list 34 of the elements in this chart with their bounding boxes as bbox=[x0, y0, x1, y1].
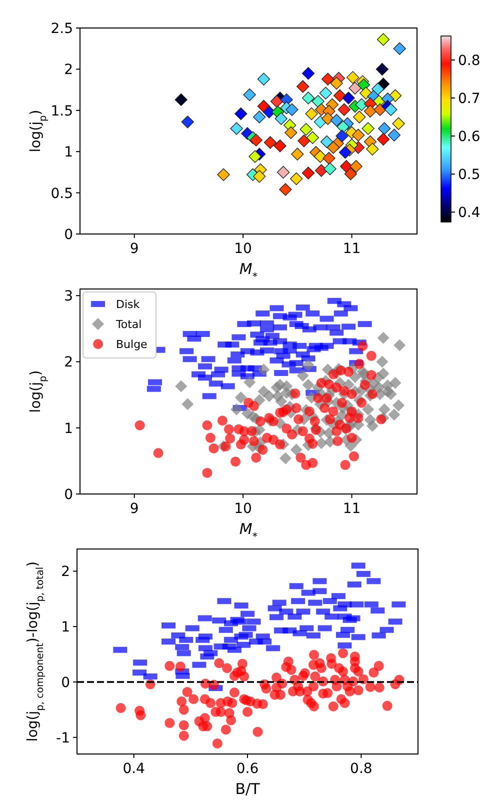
y-tick-label: 2 bbox=[64, 354, 73, 371]
color-bar-label: 0.6 bbox=[458, 129, 480, 146]
color-bar-label: 0.5 bbox=[458, 167, 480, 184]
x-axis-title: M$_{*}$ bbox=[239, 520, 258, 543]
y-tick-label: -1 bbox=[56, 730, 70, 746]
x-tick-label: 0.4 bbox=[122, 761, 146, 777]
x-tick-label: 0.6 bbox=[236, 761, 259, 777]
y-tick-label: 0 bbox=[61, 674, 70, 691]
y-tick-label: 1 bbox=[61, 620, 70, 636]
x-tick-label: 0.8 bbox=[350, 761, 372, 777]
color-bar-label: 0.8 bbox=[458, 52, 480, 69]
color-bar-label: 0.4 bbox=[458, 205, 480, 222]
x-tick-label: 9 bbox=[130, 501, 139, 517]
y-tick-label: 2.5 bbox=[50, 21, 73, 37]
y-tick-label: 0 bbox=[64, 227, 73, 243]
x-tick-label: 10 bbox=[234, 241, 252, 257]
x-axis-title: M$_{*}$ bbox=[239, 260, 258, 283]
legend-label: Total bbox=[115, 318, 142, 331]
y-tick-label: 0 bbox=[64, 487, 73, 503]
x-tick-label: 10 bbox=[234, 501, 252, 517]
y-tick-label: 0.5 bbox=[50, 186, 73, 202]
x-tick-label: 9 bbox=[130, 241, 139, 257]
legend-label: Bulge bbox=[116, 338, 148, 351]
y-tick-label: 2 bbox=[61, 564, 70, 580]
x-tick-label: 11 bbox=[342, 501, 361, 517]
color-bar-label: 0.7 bbox=[458, 91, 480, 107]
y-tick-label: 3 bbox=[64, 288, 73, 305]
legend-label: Disk bbox=[116, 298, 140, 311]
x-axis-title: B/T bbox=[235, 780, 261, 798]
y-tick-label: 2 bbox=[64, 62, 73, 78]
y-tick-label: 1.5 bbox=[50, 103, 73, 120]
x-tick-label: 11 bbox=[342, 241, 361, 257]
y-tick-label: 1 bbox=[64, 420, 73, 437]
y-tick-label: 1 bbox=[64, 144, 73, 161]
